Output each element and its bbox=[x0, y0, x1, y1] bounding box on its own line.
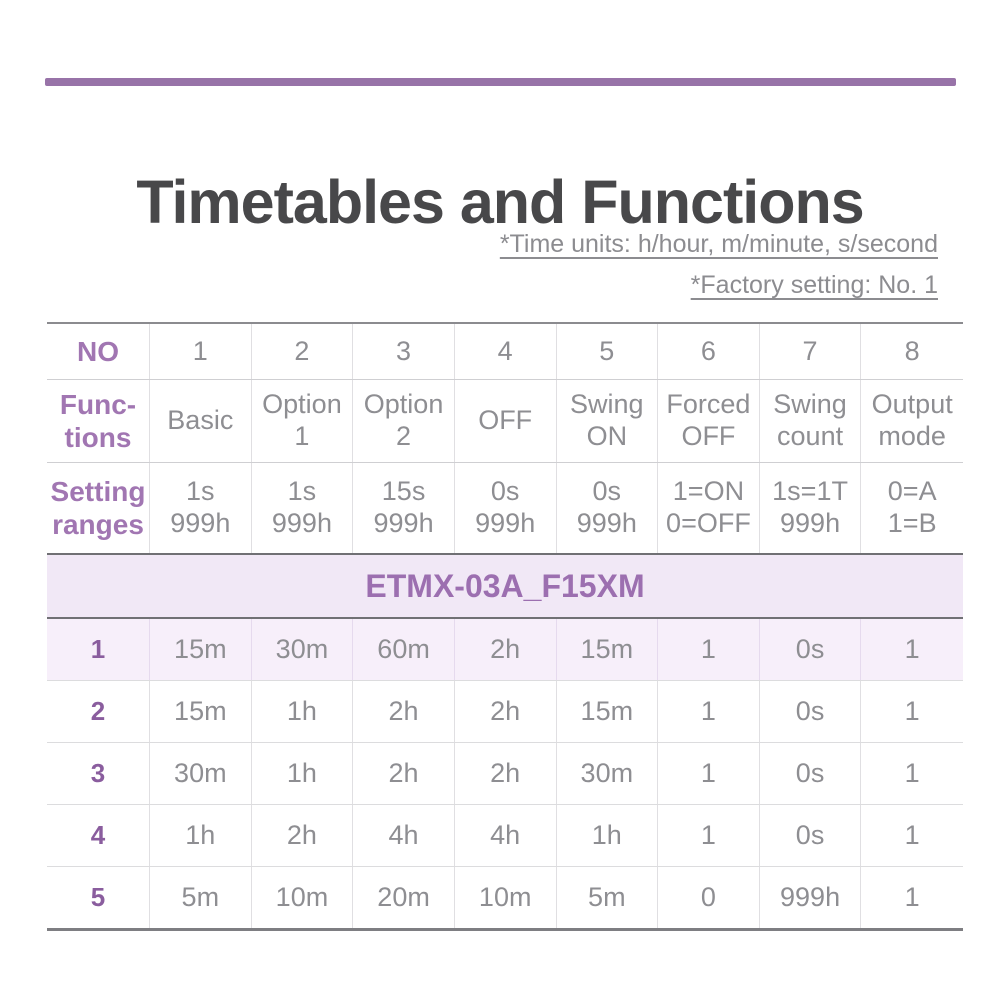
value-cell: 1h bbox=[252, 681, 354, 742]
value-cell: 1 bbox=[658, 619, 760, 680]
value-cell: 15m bbox=[557, 681, 659, 742]
value-cell: 30m bbox=[557, 743, 659, 804]
header-col-number: 5 bbox=[557, 324, 659, 379]
value-cell: 1 bbox=[904, 695, 920, 726]
range-cell: 1s 999h bbox=[252, 463, 354, 553]
value-cell: 30m bbox=[150, 743, 252, 804]
table-row: 3 30m 1h 2h 2h 30m 1 0s 1 bbox=[47, 743, 963, 805]
model-row: ETMX-03A_F15XM bbox=[47, 555, 963, 619]
table-row: 4 1h 2h 4h 4h 1h 1 0s 1 bbox=[47, 805, 963, 867]
row-number-cell: 1 bbox=[47, 619, 150, 680]
header-row-functions: Func- tions Basic Option 1 Option 2 OFF … bbox=[47, 380, 963, 463]
value-cell: 60m bbox=[353, 619, 455, 680]
header-row-no: NO 1 2 3 4 5 6 7 8 bbox=[47, 324, 963, 380]
value-cell: 1 bbox=[658, 681, 760, 742]
value-cell: 30m bbox=[252, 619, 354, 680]
range-cell: 1=ON 0=OFF bbox=[658, 463, 760, 553]
function-cell: Swing count bbox=[760, 380, 862, 462]
value-cell: 15m bbox=[150, 619, 252, 680]
row-number-cell: 2 bbox=[47, 681, 150, 742]
header-col-number: 2 bbox=[252, 324, 354, 379]
value-cell: 0s bbox=[760, 681, 862, 742]
value-cell: 1 bbox=[904, 633, 920, 664]
header-col-number: 3 bbox=[353, 324, 455, 379]
range-cell: 1s=1T 999h bbox=[760, 463, 862, 553]
value-cell: 1h bbox=[150, 805, 252, 866]
header-col-number: 7 bbox=[760, 324, 862, 379]
function-cell: Swing ON bbox=[557, 380, 659, 462]
value-cell: 1 bbox=[658, 743, 760, 804]
value-cell: 2h bbox=[455, 743, 557, 804]
range-cell: 15s 999h bbox=[353, 463, 455, 553]
value-cell: 1 bbox=[904, 757, 920, 788]
table-row: 5 5m 10m 20m 10m 5m 0 999h 1 bbox=[47, 867, 963, 928]
value-cell: 2h bbox=[252, 805, 354, 866]
row-number-cell: 4 bbox=[47, 805, 150, 866]
value-cell: 15m bbox=[557, 619, 659, 680]
value-cell: 0 bbox=[658, 867, 760, 928]
value-cell: 2h bbox=[455, 619, 557, 680]
value-cell: 1h bbox=[252, 743, 354, 804]
value-cell: 1h bbox=[557, 805, 659, 866]
accent-divider-bar bbox=[45, 78, 956, 86]
value-cell: 1 bbox=[658, 805, 760, 866]
note-factory-setting: *Factory setting: No. 1 bbox=[690, 271, 938, 299]
row-number-cell: 5 bbox=[47, 867, 150, 928]
header-col-number: 8 bbox=[904, 335, 920, 366]
value-cell: 20m bbox=[353, 867, 455, 928]
value-cell: 5m bbox=[557, 867, 659, 928]
header-row-setting-ranges: Setting ranges 1s 999h 1s 999h 15s 999h … bbox=[47, 463, 963, 555]
function-cell: OFF bbox=[455, 380, 557, 462]
value-cell: 0s bbox=[760, 805, 862, 866]
value-cell: 4h bbox=[353, 805, 455, 866]
range-cell: 0=A 1=B bbox=[887, 476, 937, 538]
function-cell: Basic bbox=[150, 380, 252, 462]
value-cell: 15m bbox=[150, 681, 252, 742]
model-name: ETMX-03A_F15XM bbox=[365, 567, 645, 604]
value-cell: 2h bbox=[353, 681, 455, 742]
value-cell: 999h bbox=[760, 867, 862, 928]
header-no-label: NO bbox=[47, 324, 150, 379]
value-cell: 5m bbox=[150, 867, 252, 928]
function-cell: Output mode bbox=[871, 389, 953, 451]
range-cell: 0s 999h bbox=[557, 463, 659, 553]
timetable-table: NO 1 2 3 4 5 6 7 8 Func- tions Basic Opt… bbox=[47, 322, 963, 931]
function-cell: Option 2 bbox=[353, 380, 455, 462]
footnotes: *Time units: h/hour, m/minute, s/second … bbox=[500, 230, 938, 300]
setting-ranges-label: Setting ranges bbox=[47, 463, 150, 553]
value-cell: 10m bbox=[252, 867, 354, 928]
value-cell: 1 bbox=[904, 881, 920, 912]
function-cell: Option 1 bbox=[252, 380, 354, 462]
value-cell: 1 bbox=[904, 819, 920, 850]
value-cell: 2h bbox=[455, 681, 557, 742]
range-cell: 1s 999h bbox=[150, 463, 252, 553]
table-row: 2 15m 1h 2h 2h 15m 1 0s 1 bbox=[47, 681, 963, 743]
value-cell: 0s bbox=[760, 743, 862, 804]
table-row: 1 15m 30m 60m 2h 15m 1 0s 1 bbox=[47, 619, 963, 681]
header-col-number: 4 bbox=[455, 324, 557, 379]
note-time-units: *Time units: h/hour, m/minute, s/second bbox=[499, 230, 938, 258]
header-col-number: 1 bbox=[150, 324, 252, 379]
range-cell: 0s 999h bbox=[455, 463, 557, 553]
page-title: Timetables and Functions bbox=[136, 167, 864, 236]
header-col-number: 6 bbox=[658, 324, 760, 379]
function-cell: Forced OFF bbox=[658, 380, 760, 462]
value-cell: 0s bbox=[760, 619, 862, 680]
row-number-cell: 3 bbox=[47, 743, 150, 804]
value-cell: 2h bbox=[353, 743, 455, 804]
functions-label: Func- tions bbox=[47, 380, 150, 462]
value-cell: 4h bbox=[455, 805, 557, 866]
value-cell: 10m bbox=[455, 867, 557, 928]
